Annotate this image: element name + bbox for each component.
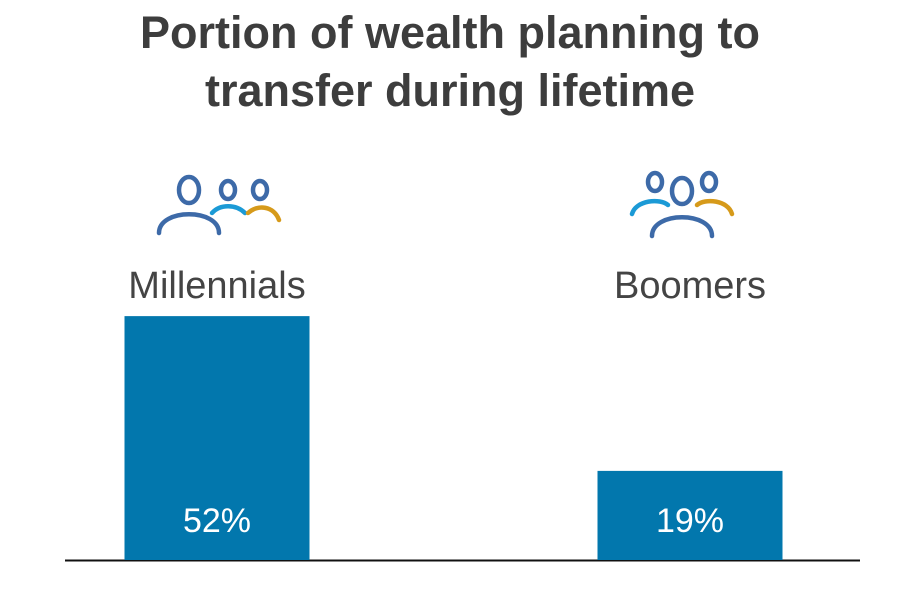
category-label: Boomers bbox=[614, 265, 766, 307]
bar bbox=[124, 316, 310, 560]
millennials-icon bbox=[156, 174, 282, 236]
chart-title: Portion of wealth planning to transfer d… bbox=[140, 7, 760, 116]
boomers-icon bbox=[629, 170, 735, 239]
category-label: Millennials bbox=[128, 265, 305, 307]
value-label: 19% bbox=[656, 502, 724, 540]
bar bbox=[597, 470, 783, 560]
value-label: 52% bbox=[183, 502, 251, 540]
